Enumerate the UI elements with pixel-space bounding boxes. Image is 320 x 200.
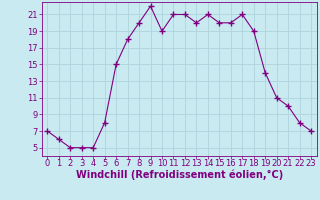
X-axis label: Windchill (Refroidissement éolien,°C): Windchill (Refroidissement éolien,°C)	[76, 169, 283, 180]
